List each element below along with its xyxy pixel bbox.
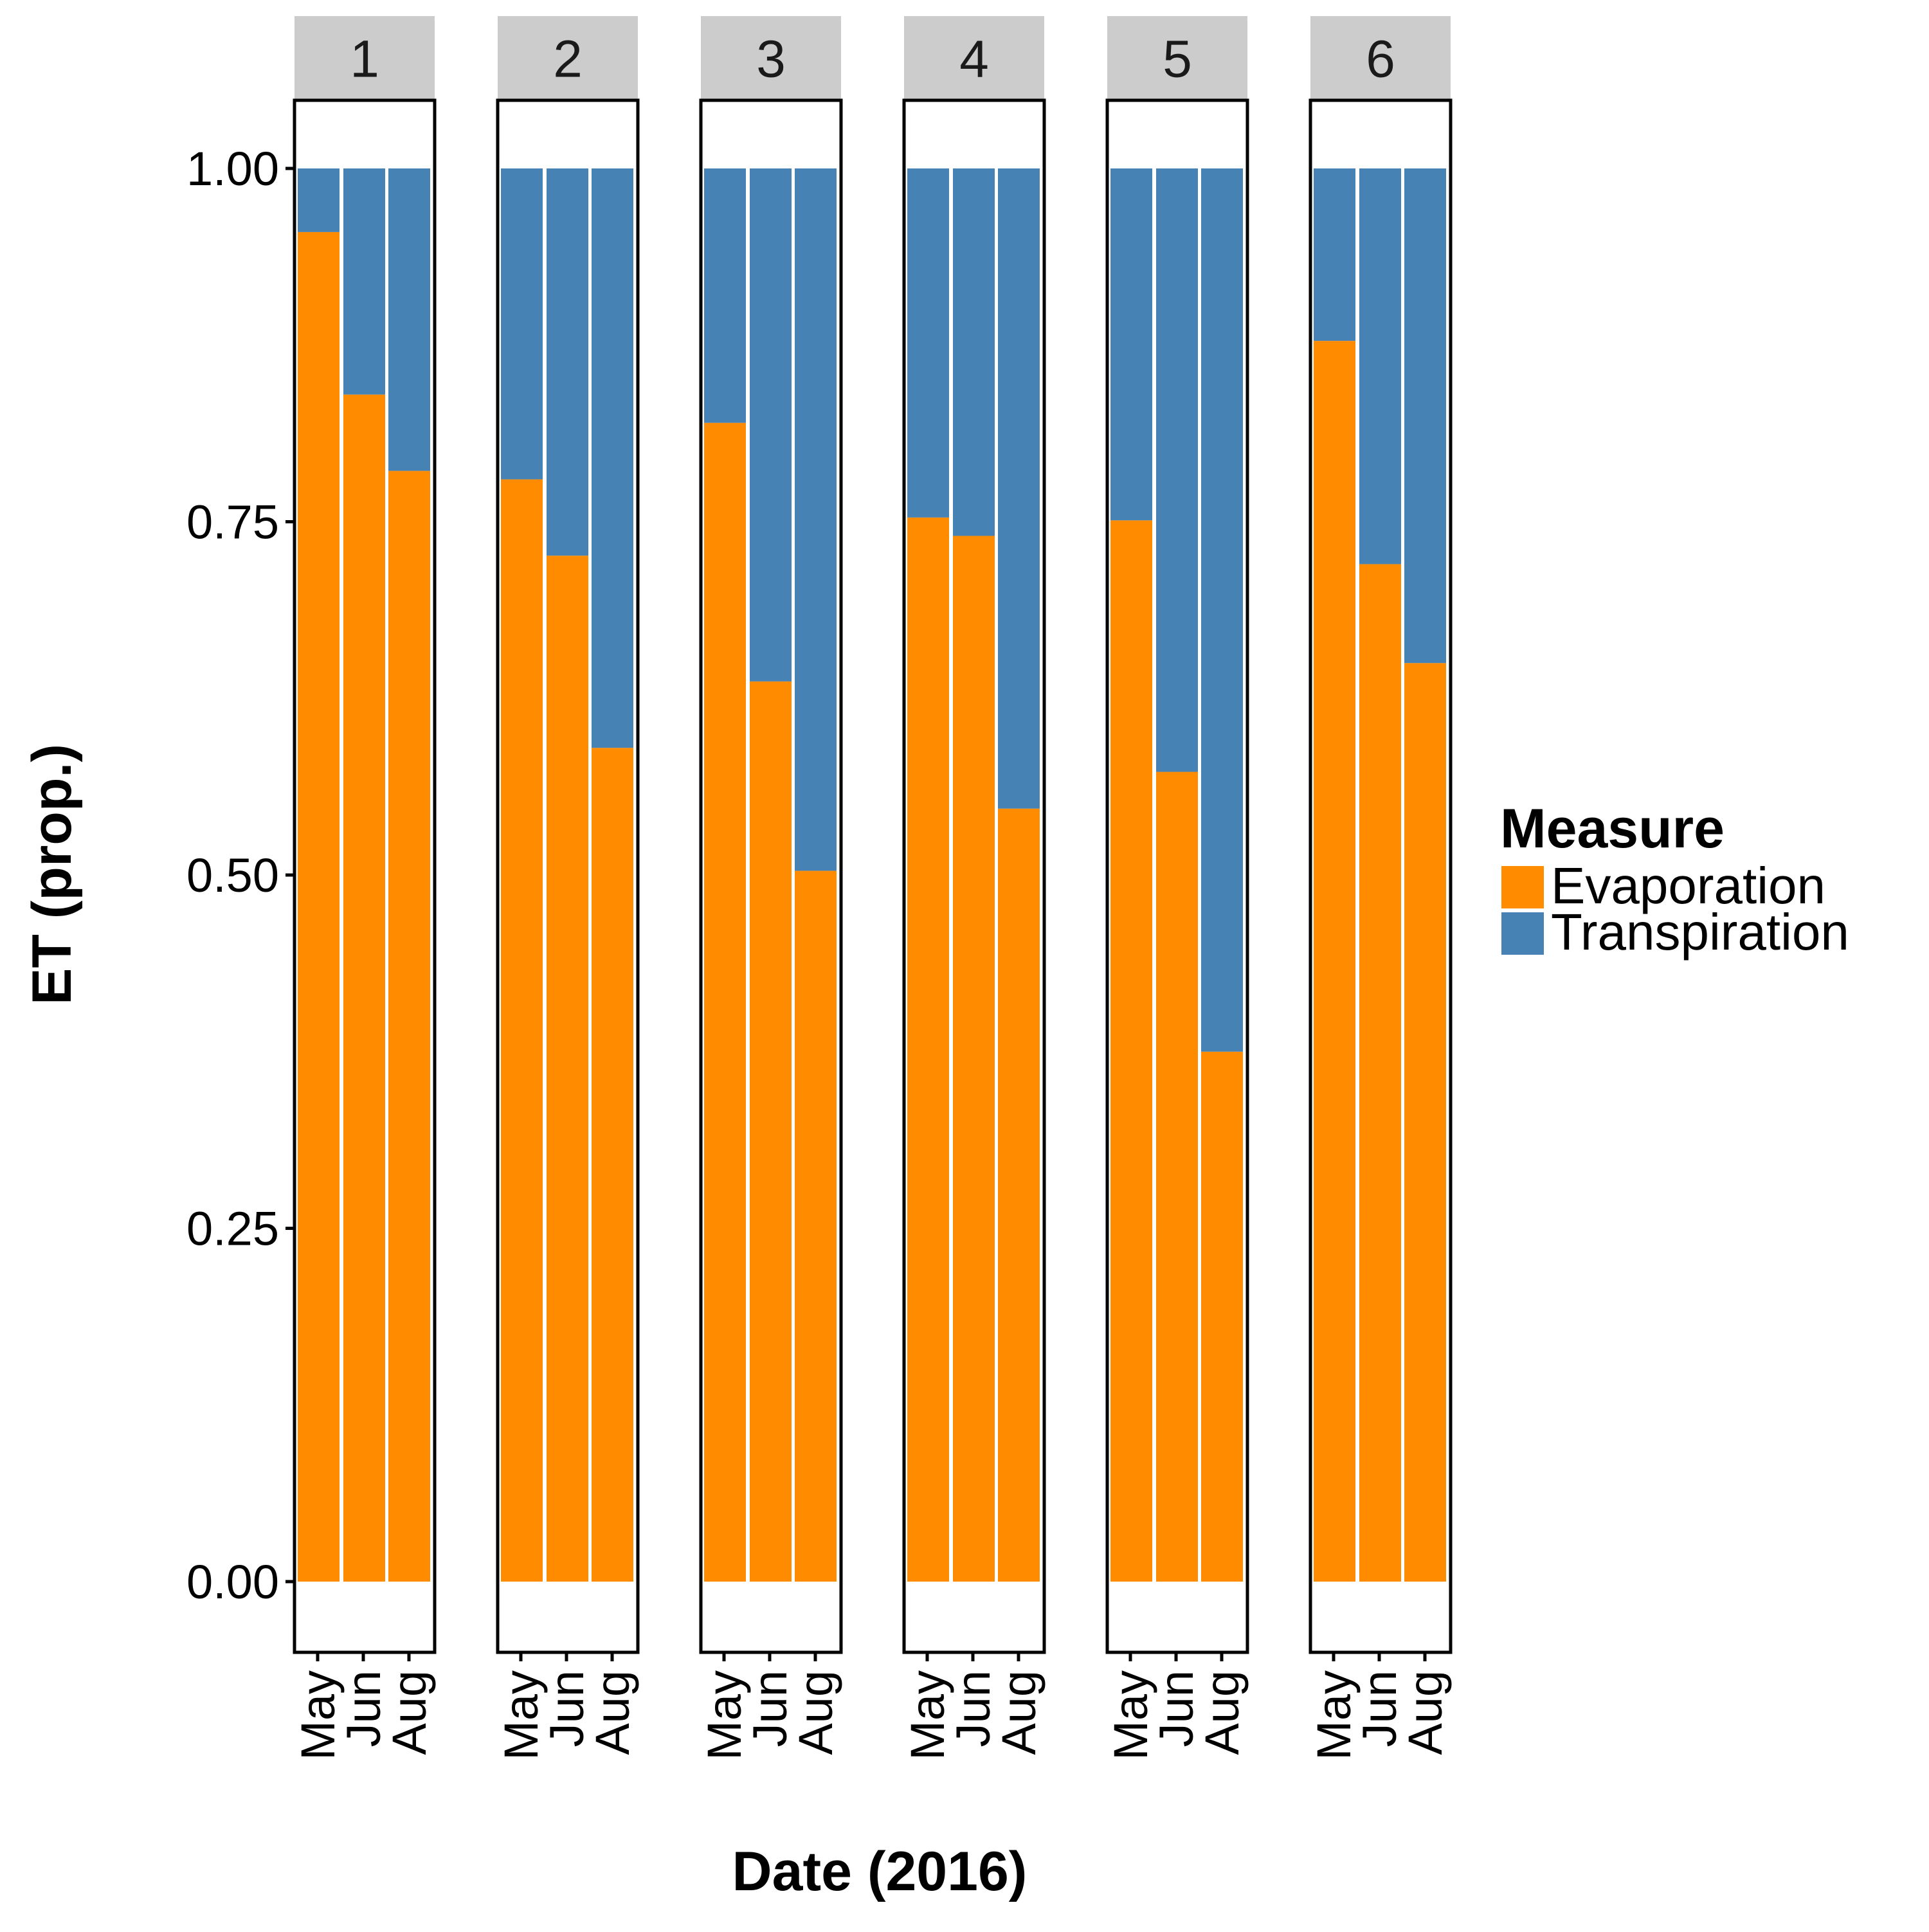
y-axis-title: ET (prop.) — [21, 744, 83, 1005]
bar-evaporation-6-Jun — [1359, 564, 1401, 1582]
facet-strip-label: 3 — [756, 30, 786, 89]
bar-evaporation-5-May — [1110, 520, 1152, 1582]
bar-evaporation-6-May — [1314, 341, 1355, 1582]
x-tick-label: Aug — [1195, 1670, 1249, 1755]
bar-transpiration-4-Aug — [998, 168, 1040, 809]
facet-strip — [294, 16, 435, 99]
legend-title: Measure — [1500, 798, 1725, 860]
legend-label-evaporation: Evaporation — [1551, 857, 1825, 914]
x-tick-label: May — [494, 1670, 548, 1760]
facet-strip-label: 2 — [553, 30, 583, 89]
bar-transpiration-1-Aug — [388, 168, 430, 471]
bar-transpiration-5-Aug — [1201, 168, 1243, 1052]
x-tick-label: May — [901, 1670, 954, 1760]
bar-transpiration-5-Jun — [1156, 168, 1198, 772]
bar-transpiration-1-Jun — [343, 168, 385, 395]
bar-evaporation-4-Aug — [998, 808, 1040, 1582]
bar-evaporation-2-Jun — [547, 555, 588, 1582]
bar-transpiration-6-Aug — [1404, 168, 1446, 664]
bar-transpiration-2-Jun — [547, 168, 588, 556]
facet-strip — [1107, 16, 1247, 99]
bar-evaporation-3-Jun — [750, 681, 792, 1582]
legend-swatch-transpiration — [1501, 912, 1544, 955]
legend-label-transpiration: Transpiration — [1551, 903, 1849, 961]
bar-evaporation-1-Aug — [388, 471, 430, 1582]
bar-evaporation-4-May — [907, 517, 949, 1582]
facet-strip-label: 5 — [1163, 30, 1192, 89]
bar-transpiration-5-May — [1110, 168, 1152, 521]
y-tick-label: 0.00 — [186, 1555, 279, 1609]
facet-strip — [1310, 16, 1451, 99]
bar-transpiration-3-Aug — [795, 168, 837, 871]
bar-transpiration-2-Aug — [592, 168, 633, 748]
y-tick-label: 0.50 — [186, 849, 279, 902]
bar-evaporation-2-Aug — [592, 748, 633, 1582]
facet-strip-label: 4 — [959, 30, 989, 89]
bar-transpiration-6-May — [1314, 168, 1355, 341]
x-tick-label: May — [698, 1670, 751, 1760]
legend-swatch-evaporation — [1501, 866, 1544, 908]
bar-evaporation-5-Jun — [1156, 772, 1198, 1582]
x-tick-label: Aug — [586, 1670, 639, 1755]
x-tick-label: Aug — [992, 1670, 1046, 1755]
bar-evaporation-1-Jun — [343, 394, 385, 1582]
bar-transpiration-1-May — [298, 168, 340, 232]
bar-evaporation-3-Aug — [795, 871, 837, 1582]
x-tick-label: May — [291, 1670, 345, 1760]
bar-evaporation-4-Jun — [953, 536, 995, 1582]
bar-transpiration-3-Jun — [750, 168, 792, 682]
facet-strip-label: 6 — [1366, 30, 1395, 89]
x-tick-label: Jun — [1353, 1670, 1406, 1747]
x-tick-label: Jun — [946, 1670, 1000, 1747]
bar-transpiration-3-May — [704, 168, 746, 423]
x-tick-label: Jun — [743, 1670, 797, 1747]
bar-transpiration-4-Jun — [953, 168, 995, 536]
x-tick-label: Jun — [1150, 1670, 1203, 1747]
x-tick-label: Aug — [1399, 1670, 1452, 1755]
bar-transpiration-4-May — [907, 168, 949, 518]
x-tick-label: Jun — [540, 1670, 593, 1747]
bar-evaporation-5-Aug — [1201, 1051, 1243, 1582]
y-tick-label: 1.00 — [186, 142, 279, 195]
facet-strip — [904, 16, 1044, 99]
facet-strip-label: 1 — [350, 30, 379, 89]
bar-evaporation-6-Aug — [1404, 663, 1446, 1582]
bar-evaporation-2-May — [501, 479, 543, 1582]
y-tick-label: 0.75 — [186, 496, 279, 549]
x-axis-title: Date (2016) — [732, 1841, 1028, 1902]
x-tick-label: Jun — [337, 1670, 390, 1747]
bar-transpiration-2-May — [501, 168, 543, 480]
x-tick-label: Aug — [383, 1670, 436, 1755]
bar-transpiration-6-Jun — [1359, 168, 1401, 564]
bar-evaporation-3-May — [704, 422, 746, 1582]
facet-strip — [701, 16, 841, 99]
x-tick-label: May — [1104, 1670, 1157, 1760]
x-tick-label: Aug — [789, 1670, 842, 1755]
x-tick-label: May — [1307, 1670, 1361, 1760]
facet-strip — [498, 16, 638, 99]
y-tick-label: 0.25 — [186, 1202, 279, 1256]
bar-evaporation-1-May — [298, 231, 340, 1582]
